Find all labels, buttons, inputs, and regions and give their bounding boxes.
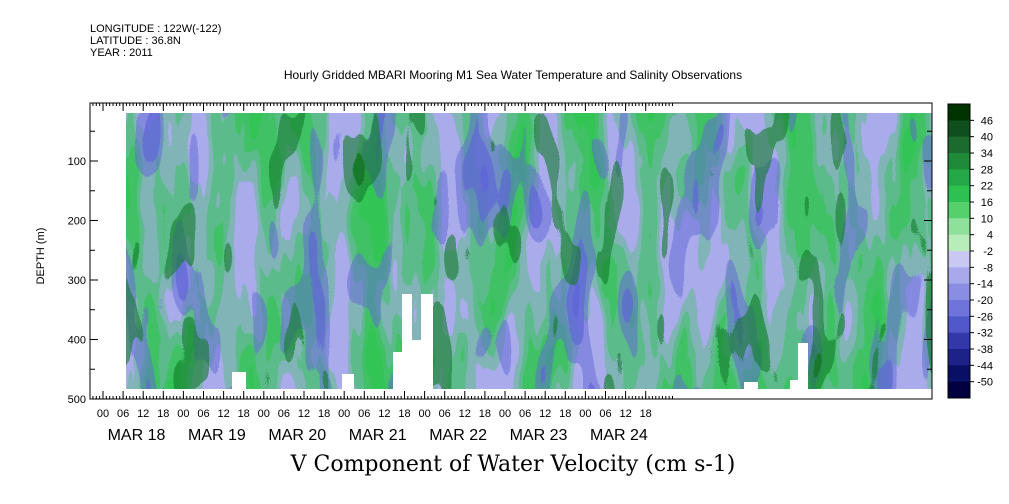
x-day-label: MAR 20 <box>268 427 326 444</box>
colorbar-label: -44 <box>977 360 993 372</box>
colorbar-segment <box>948 332 970 350</box>
x-tick-label: 06 <box>358 408 370 420</box>
y-tick-label: 300 <box>68 275 86 287</box>
missing-data-gap <box>232 372 246 389</box>
y-tick-label: 500 <box>68 394 86 406</box>
x-day-label: MAR 21 <box>349 427 407 444</box>
x-tick-label: 06 <box>599 408 611 420</box>
x-tick-label: 18 <box>559 408 571 420</box>
heatmap-strong-layer <box>126 113 932 193</box>
y-tick-label: 100 <box>68 156 86 168</box>
colorbar-segment <box>948 202 970 219</box>
y-tick-label: 400 <box>68 335 86 347</box>
colorbar-segment <box>948 153 970 170</box>
x-tick-label: 12 <box>459 408 471 420</box>
colorbar-segment <box>948 234 970 252</box>
colorbar-label: -32 <box>977 328 993 340</box>
metadata-block: LONGITUDE : 122W(-122) LATITUDE : 36.8N … <box>90 23 221 59</box>
x-tick-label: 06 <box>439 408 451 420</box>
x-day-label: MAR 18 <box>108 427 166 444</box>
x-tick-label: 00 <box>177 408 189 420</box>
colorbar-label: 46 <box>981 115 993 127</box>
colorbar-segment <box>948 169 970 187</box>
missing-data-gap <box>744 382 758 389</box>
colorbar-label: 28 <box>981 164 993 176</box>
heatmap-field <box>126 113 932 389</box>
x-tick-label: 12 <box>217 408 229 420</box>
colorbar-label: -20 <box>977 295 993 307</box>
colorbar-label: -2 <box>983 246 993 258</box>
x-tick-label: 12 <box>137 408 149 420</box>
x-tick-label: 06 <box>278 408 290 420</box>
missing-data-gap <box>798 343 808 389</box>
y-axis-label: DEPTH (m) <box>35 228 47 285</box>
x-tick-label: 00 <box>579 408 591 420</box>
x-day-label: MAR 24 <box>590 427 648 444</box>
x-tick-label: 00 <box>338 408 350 420</box>
axes-layer: 100 200 300 400 500 00 06 12 18 00 06 12 18 00 06 12 18 0… <box>68 103 932 444</box>
colorbar-label: -38 <box>977 344 993 356</box>
x-axis-label: V Component of Water Velocity (cm s-1) <box>290 452 736 477</box>
longitude-label: LONGITUDE : 122W(-122) <box>90 23 222 35</box>
colorbar-segment <box>948 381 970 399</box>
year-label: YEAR : 2011 <box>90 47 153 59</box>
colorbar-segment <box>948 267 970 285</box>
x-tick-label: 00 <box>418 408 430 420</box>
colorbar-segment <box>948 316 970 334</box>
x-tick-label: 18 <box>238 408 250 420</box>
colorbar-segment <box>948 218 970 236</box>
colorbar-segment <box>948 349 970 366</box>
colorbar-label: 40 <box>981 132 993 144</box>
colorbar-label: -14 <box>977 279 993 291</box>
colorbar: 46 40 34 28 22 16 10 4 -2 -8 -14 -20 -26 -32 -38 -44 -50 <box>947 103 993 399</box>
missing-data-gap <box>393 352 403 389</box>
colorbar-segment <box>948 251 970 268</box>
colorbar-label: 4 <box>987 230 993 242</box>
colorbar-segment <box>948 120 970 138</box>
missing-data-gap <box>790 380 798 389</box>
x-day-label: MAR 23 <box>510 427 568 444</box>
x-tick-label: 12 <box>378 408 390 420</box>
colorbar-label: 34 <box>981 148 993 160</box>
colorbar-label: 22 <box>981 181 993 193</box>
x-tick-label: 12 <box>539 408 551 420</box>
colorbar-label: 16 <box>981 197 993 209</box>
colorbar-segment <box>948 283 970 301</box>
colorbar-label: -8 <box>983 262 993 274</box>
missing-data-gap <box>412 340 422 389</box>
x-tick-label: 18 <box>398 408 410 420</box>
plot-frame <box>89 102 933 400</box>
x-day-label: MAR 19 <box>188 427 246 444</box>
colorbar-segment <box>948 185 970 203</box>
missing-data-gap <box>342 374 354 389</box>
colorbar-segment <box>948 136 970 154</box>
x-tick-label: 12 <box>619 408 631 420</box>
colorbar-label: -26 <box>977 311 993 323</box>
missing-data-gap <box>421 294 433 389</box>
colorbar-label: -50 <box>977 377 993 389</box>
x-day-label: MAR 22 <box>429 427 487 444</box>
x-tick-label: 00 <box>97 408 109 420</box>
x-tick-label: 18 <box>640 408 652 420</box>
x-tick-label: 00 <box>258 408 270 420</box>
colorbar-label: 10 <box>981 213 993 225</box>
x-tick-label: 06 <box>117 408 129 420</box>
colorbar-segment <box>948 104 970 121</box>
x-tick-label: 06 <box>197 408 209 420</box>
y-tick-label: 200 <box>68 216 86 228</box>
missing-data-gap <box>402 294 412 389</box>
latitude-label: LATITUDE : 36.8N <box>90 35 181 47</box>
x-tick-label: 06 <box>519 408 531 420</box>
chart-title: Hourly Gridded MBARI Mooring M1 Sea Wate… <box>283 68 743 82</box>
x-tick-label: 18 <box>318 408 330 420</box>
x-tick-label: 18 <box>479 408 491 420</box>
x-tick-label: 18 <box>157 408 169 420</box>
x-tick-label: 00 <box>499 408 511 420</box>
x-tick-label: 12 <box>298 408 310 420</box>
colorbar-segment <box>948 365 970 383</box>
colorbar-segment <box>948 300 970 317</box>
